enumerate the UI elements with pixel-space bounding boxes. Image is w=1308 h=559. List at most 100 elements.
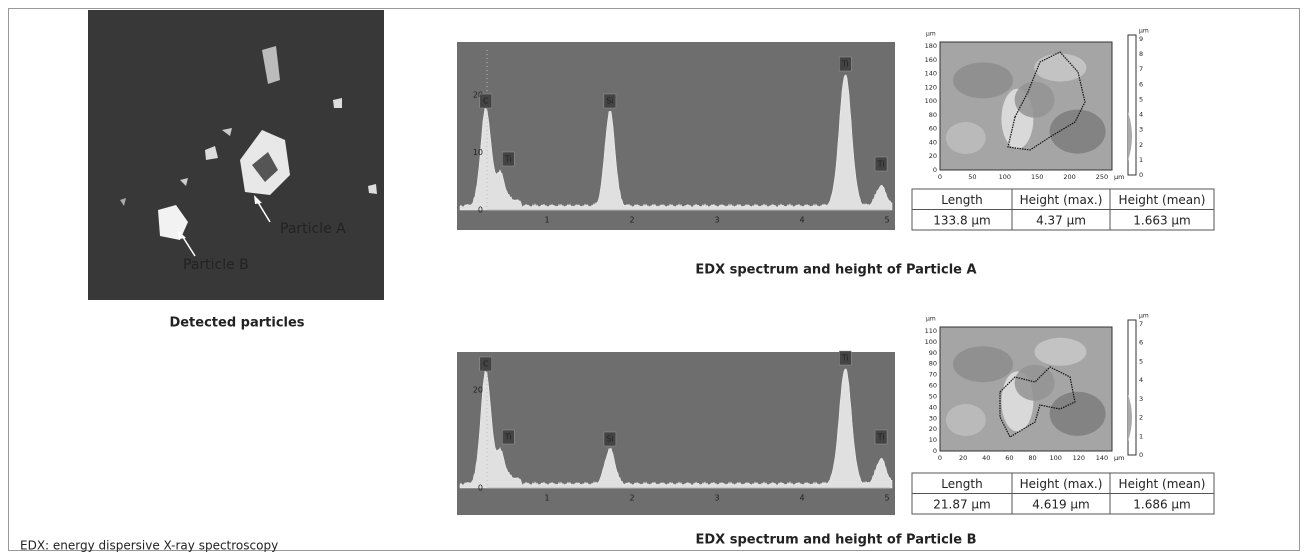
- peak-label: Si: [606, 97, 613, 106]
- map-x-tick: 120: [1073, 454, 1085, 462]
- map-x-tick: 40: [982, 454, 990, 462]
- map-y-tick: 90: [929, 349, 937, 357]
- spectrum-x-tick: 1: [544, 216, 549, 225]
- spectrum-y-tick: 0: [478, 484, 483, 493]
- map-x-unit: µm: [1114, 173, 1124, 181]
- map-x-tick: 250: [1096, 173, 1108, 181]
- map-region: [1015, 82, 1055, 118]
- map-y-tick: 140: [925, 70, 937, 78]
- map-x-tick: 100: [1050, 454, 1062, 462]
- map-y-tick: 40: [929, 138, 937, 146]
- map-x-tick: 150: [1031, 173, 1043, 181]
- table-header: Height (max.): [1020, 193, 1103, 207]
- map-x-tick: 140: [1096, 454, 1108, 462]
- peak-label: Ti: [841, 60, 849, 69]
- spectrum-x-tick: 4: [799, 216, 804, 225]
- map-y-tick: 40: [929, 403, 937, 411]
- map-x-tick: 50: [968, 173, 976, 181]
- map-region: [1050, 110, 1106, 154]
- map-x-unit: µm: [1114, 454, 1124, 462]
- colorbar-tick: 7: [1139, 320, 1143, 328]
- particle-label: Particle B: [183, 257, 249, 273]
- footnote: EDX: energy dispersive X-ray spectroscop…: [20, 539, 278, 553]
- peak-label: Ti: [841, 354, 849, 363]
- table-header: Length: [941, 477, 982, 491]
- table-value: 1.686 µm: [1133, 497, 1191, 511]
- map-region: [1034, 338, 1086, 366]
- map-y-tick: 100: [925, 97, 937, 105]
- colorbar-tick: 2: [1139, 414, 1143, 422]
- height-map: [940, 327, 1112, 451]
- colorbar-tick: 5: [1139, 95, 1143, 103]
- map-region: [1034, 54, 1086, 82]
- table-value: 21.87 µm: [933, 497, 991, 511]
- table-value: 4.37 µm: [1036, 213, 1086, 227]
- map-y-tick: 110: [925, 327, 937, 335]
- spectrum-x-tick: 2: [629, 494, 634, 503]
- map-y-tick: 160: [925, 56, 937, 64]
- map-y-tick: 100: [925, 338, 937, 346]
- spectrum-y-tick: 0: [478, 206, 483, 215]
- table-value: 4.619 µm: [1032, 497, 1090, 511]
- spectrum-x-tick: 5: [884, 216, 889, 225]
- colorbar-tick: 6: [1139, 80, 1143, 88]
- spectrum-x-tick: 3: [714, 494, 719, 503]
- peak-label: Si: [606, 435, 613, 444]
- colorbar-tick: 4: [1139, 376, 1143, 384]
- peak-label: Ti: [877, 433, 885, 442]
- peak-label: C: [483, 360, 489, 369]
- map-y-tick: 60: [929, 382, 937, 390]
- colorbar-tick: 0: [1139, 451, 1143, 459]
- height-map: [940, 42, 1112, 170]
- figure: Particle A Particle B Detected particles ED…: [0, 0, 1308, 559]
- spectrum-panel: [457, 352, 895, 515]
- map-x-tick: 100: [999, 173, 1011, 181]
- colorbar-tick: 5: [1139, 357, 1143, 365]
- table-header: Length: [941, 193, 982, 207]
- map-unit: µm: [926, 31, 936, 38]
- map-region: [946, 404, 986, 436]
- particle-label: Particle A: [280, 221, 346, 237]
- colorbar-tick: 4: [1139, 111, 1143, 119]
- colorbar-tick: 7: [1139, 65, 1143, 73]
- peak-label: Ti: [504, 155, 512, 164]
- peak-label: C: [483, 97, 489, 106]
- map-y-tick: 120: [925, 83, 937, 91]
- colorbar-tick: 8: [1139, 50, 1143, 58]
- map-x-tick: 0: [938, 454, 942, 462]
- map-region: [953, 62, 1013, 98]
- map-region: [1015, 365, 1055, 401]
- spectrum-x-tick: 3: [714, 216, 719, 225]
- colorbar-tick: 3: [1139, 126, 1143, 134]
- caption: Detected particles: [169, 316, 304, 331]
- table-header: Height (mean): [1119, 193, 1206, 207]
- map-y-tick: 0: [933, 166, 937, 174]
- colorbar-unit: µm: [1139, 28, 1149, 35]
- map-y-tick: 20: [929, 425, 937, 433]
- map-region: [946, 122, 986, 154]
- colorbar-tick: 9: [1139, 35, 1143, 43]
- colorbar-tick: 2: [1139, 141, 1143, 149]
- map-y-tick: 80: [929, 111, 937, 119]
- map-y-tick: 180: [925, 42, 937, 50]
- table-value: 1.663 µm: [1133, 213, 1191, 227]
- colorbar-tick: 3: [1139, 395, 1143, 403]
- map-y-tick: 80: [929, 360, 937, 368]
- map-x-tick: 20: [959, 454, 967, 462]
- colorbar-unit: µm: [1139, 313, 1149, 320]
- table-header: Height (max.): [1020, 477, 1103, 491]
- map-x-tick: 0: [938, 173, 942, 181]
- spectrum-x-tick: 4: [799, 494, 804, 503]
- map-x-tick: 60: [1005, 454, 1013, 462]
- map-y-tick: 30: [929, 414, 937, 422]
- caption: EDX spectrum and height of Particle A: [695, 263, 976, 278]
- map-x-tick: 80: [1028, 454, 1036, 462]
- colorbar-tick: 6: [1139, 339, 1143, 347]
- map-y-tick: 50: [929, 392, 937, 400]
- map-unit: µm: [926, 316, 936, 323]
- table-value: 133.8 µm: [933, 213, 991, 227]
- map-y-tick: 10: [929, 436, 937, 444]
- map-region: [953, 346, 1013, 382]
- spectrum-x-tick: 1: [544, 494, 549, 503]
- peak-label: Ti: [877, 160, 885, 169]
